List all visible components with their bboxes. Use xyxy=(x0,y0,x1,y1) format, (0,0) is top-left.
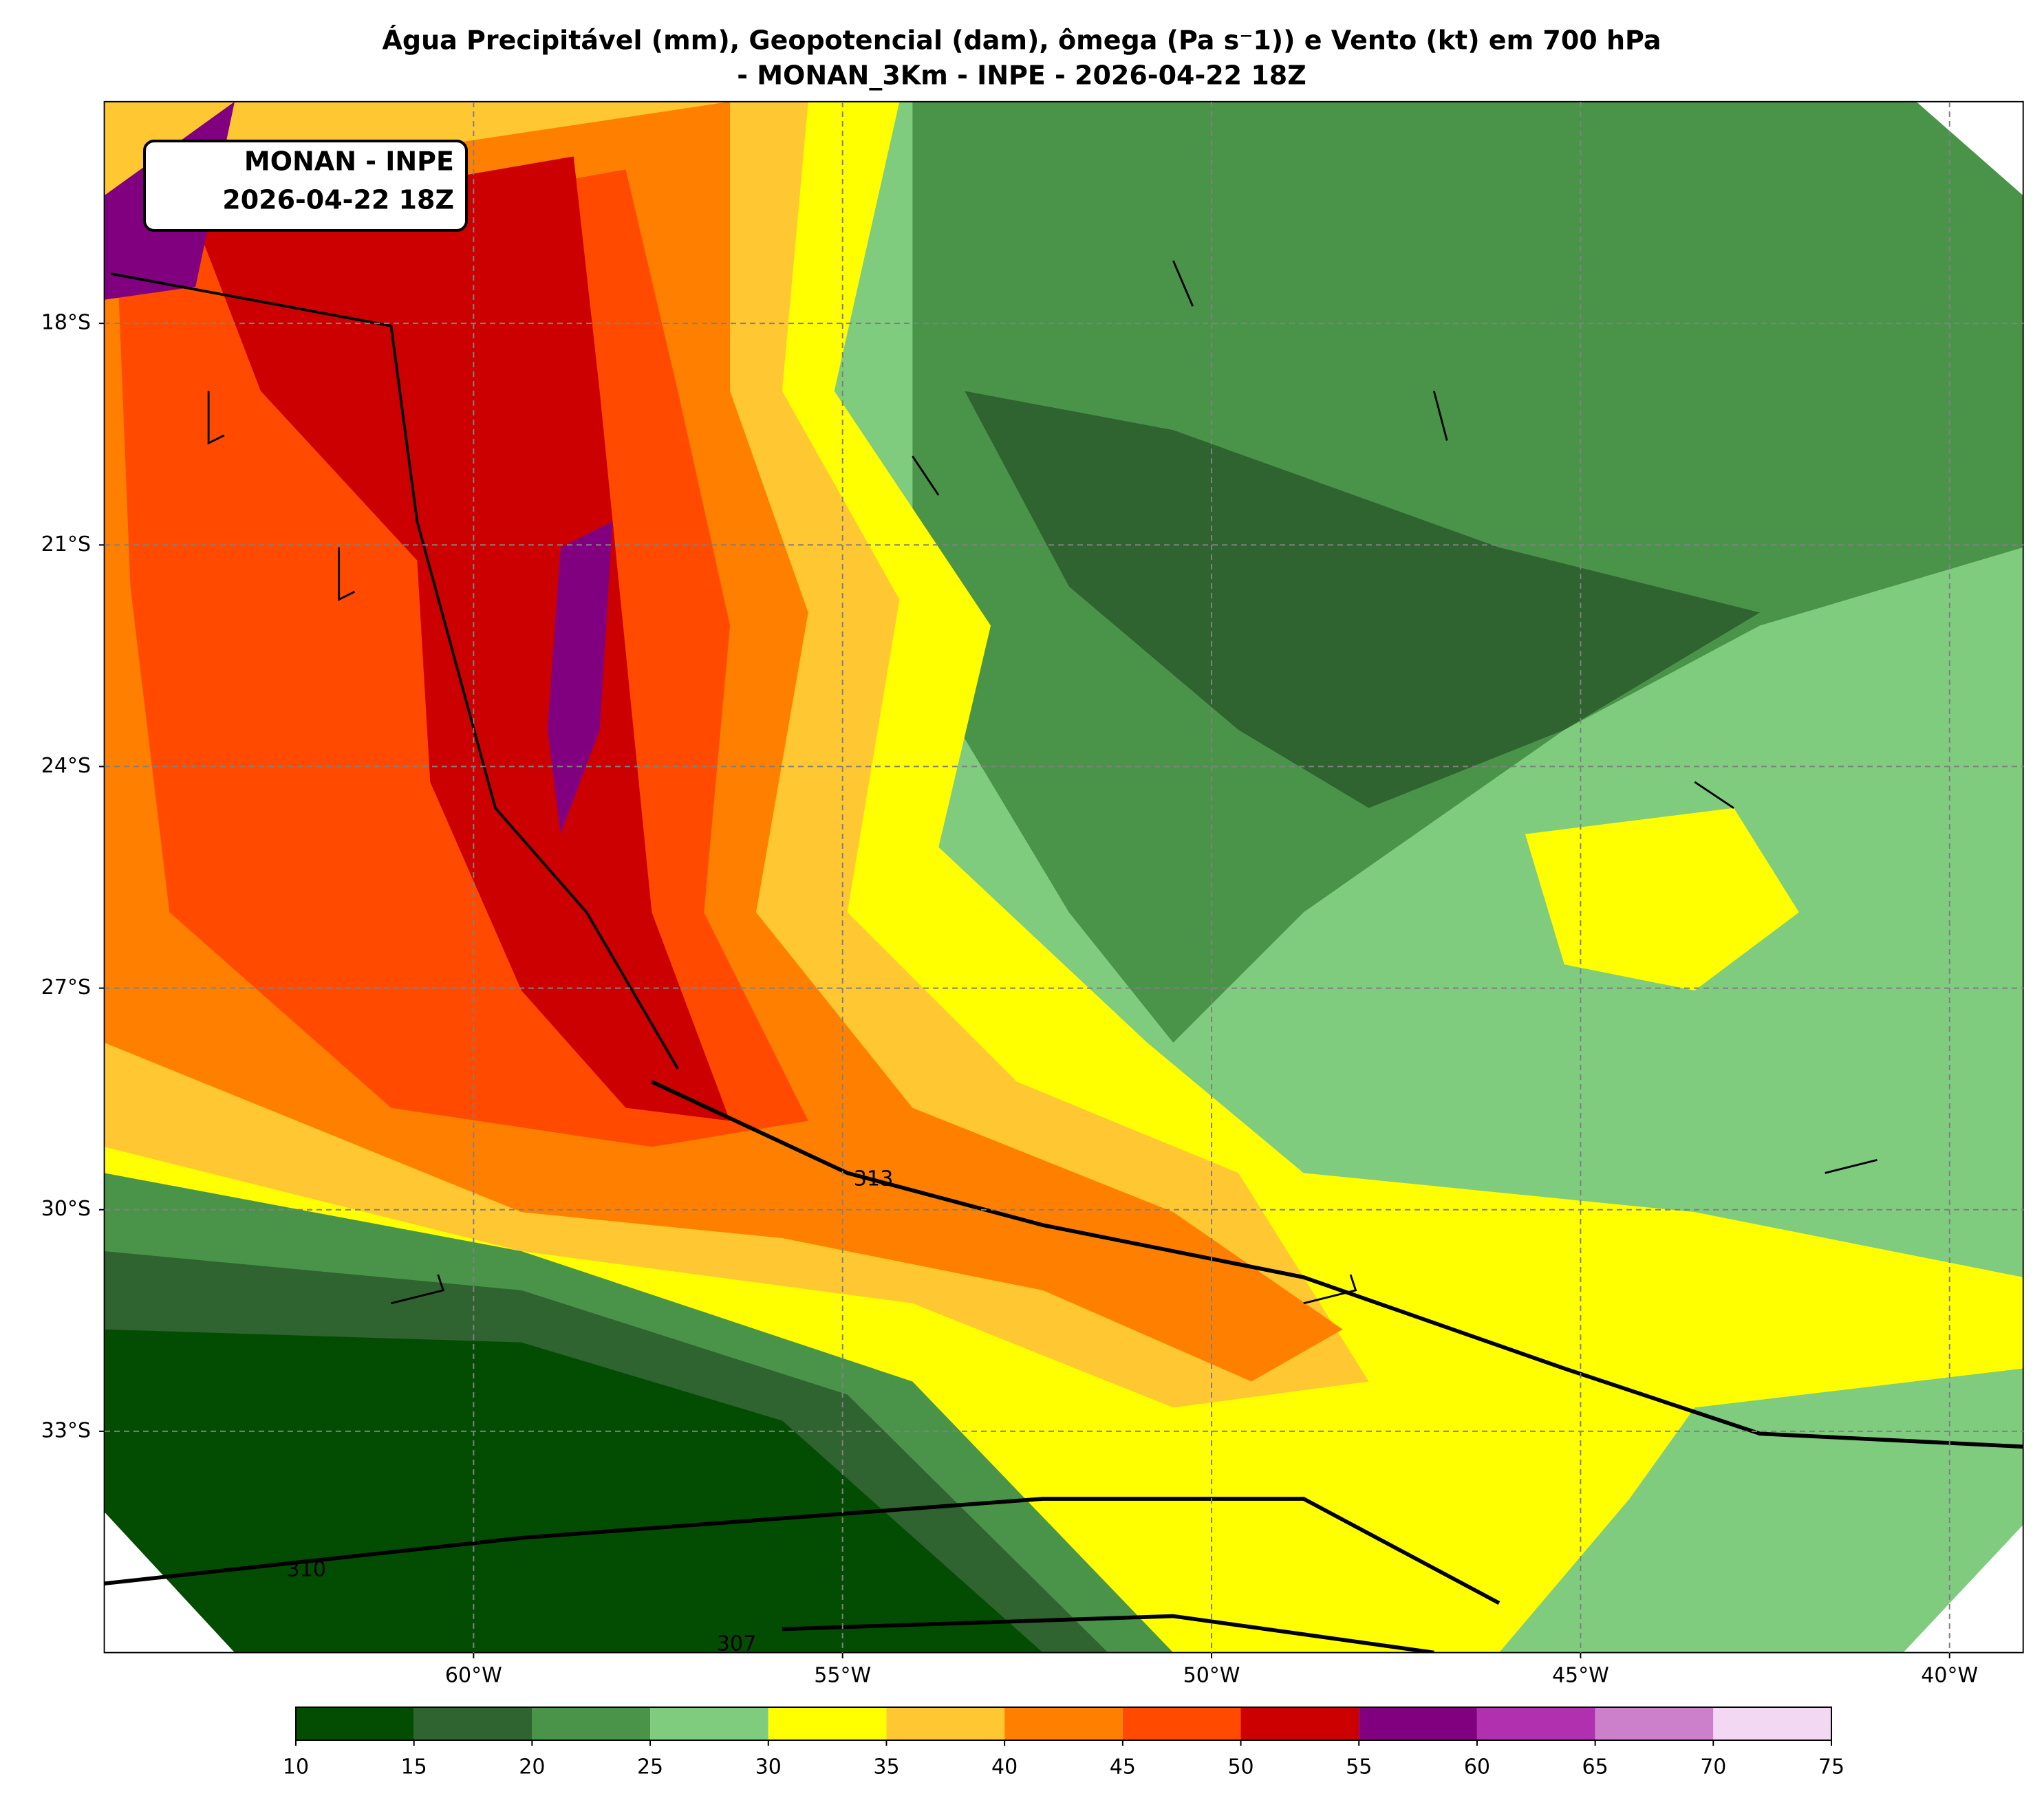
colorbar-segment xyxy=(296,1707,414,1740)
colorbar-segment xyxy=(1240,1707,1359,1740)
colorbar-frame xyxy=(295,1707,1832,1741)
colorbar-tick-label: 50 xyxy=(1227,1755,1254,1779)
colorbar-segment xyxy=(1595,1707,1714,1740)
contour-label: 310 xyxy=(286,1558,326,1582)
colorbar-segment xyxy=(413,1707,532,1740)
colorbar-tick-label: 35 xyxy=(873,1755,899,1779)
colorbar-tick-label: 30 xyxy=(755,1755,782,1779)
contour-label: 313 xyxy=(854,1167,894,1191)
y-tick-label: 24°S xyxy=(41,754,91,778)
x-tick-label: 45°W xyxy=(1552,1664,1609,1688)
colorbar-tick-label: 25 xyxy=(637,1755,663,1779)
colorbar-tick-label: 55 xyxy=(1346,1755,1372,1779)
colorbar-tick-label: 75 xyxy=(1818,1755,1844,1779)
x-tick-label: 60°W xyxy=(445,1664,502,1688)
y-tick-label: 27°S xyxy=(41,975,91,999)
colorbar-segment xyxy=(532,1707,651,1740)
colorbar-tick-label: 10 xyxy=(283,1755,309,1779)
colorbar-segment xyxy=(1359,1707,1477,1740)
colorbar-tick-label: 65 xyxy=(1582,1755,1609,1779)
info-line: MONAN - INPE xyxy=(244,147,454,177)
colorbar-segment xyxy=(1713,1707,1831,1740)
colorbar-segment xyxy=(1004,1707,1123,1740)
y-tick-label: 33°S xyxy=(41,1418,91,1442)
colorbar-segment xyxy=(1476,1707,1595,1740)
colorbar-segment xyxy=(768,1707,887,1740)
title-line: - MONAN_3Km - INPE - 2026-04-22 18Z xyxy=(737,61,1306,91)
colorbar-tick-label: 45 xyxy=(1110,1755,1136,1779)
colorbar-segment xyxy=(1122,1707,1241,1740)
colorbar-tick-label: 70 xyxy=(1700,1755,1726,1779)
colorbar-tick-label: 40 xyxy=(991,1755,1018,1779)
title-line: Água Precipitável (mm), Geopotencial (da… xyxy=(383,25,1661,56)
colorbar: 10 15 20 25 30 35 40 45 50 55 60 65 70 75 xyxy=(283,1707,1844,1779)
x-tick-label: 40°W xyxy=(1921,1664,1978,1688)
colorbar-segment xyxy=(650,1707,768,1740)
info-line: 2026-04-22 18Z xyxy=(222,185,454,215)
colorbar-tick-label: 20 xyxy=(519,1755,545,1779)
y-tick-label: 30°S xyxy=(41,1197,91,1221)
y-tick-label: 21°S xyxy=(41,532,91,556)
x-tick-label: 55°W xyxy=(814,1664,871,1688)
map-field: 313 310 307 xyxy=(103,100,2024,1656)
info-box xyxy=(143,140,468,232)
colorbar-tick-label: 15 xyxy=(401,1755,427,1779)
x-tick-label: 50°W xyxy=(1183,1664,1240,1688)
contour-label: 307 xyxy=(717,1632,757,1656)
graticule: 60°W 55°W 50°W 45°W 40°W 18°S 21°S 24°S 27°S 30°S… xyxy=(41,102,2023,1688)
colorbar-segment xyxy=(886,1707,1005,1740)
colorbar-tick-label: 60 xyxy=(1464,1755,1490,1779)
y-tick-label: 18°S xyxy=(41,311,91,335)
